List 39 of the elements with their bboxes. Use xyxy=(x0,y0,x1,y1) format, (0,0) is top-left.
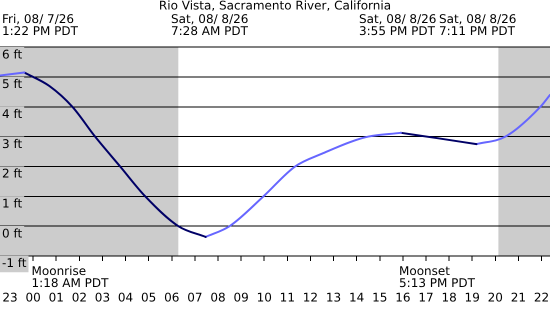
x-tick-label: 17 xyxy=(418,290,434,304)
text: Moonset 5:13 PM PDT xyxy=(399,264,476,290)
x-tick-label: 02 xyxy=(72,290,87,304)
x-tick-label: 18 xyxy=(441,290,457,304)
y-tick-label: 2 ft xyxy=(2,166,22,181)
text: Sat, 08/ 8/26 7:11 PM PDT xyxy=(439,12,516,38)
x-tick-label: 05 xyxy=(141,290,156,304)
x-tick-label: 16 xyxy=(395,290,411,304)
x-tick-label: 11 xyxy=(280,290,295,304)
y-tick-label: 1 ft xyxy=(2,196,22,210)
y-tick-label: -1 ft xyxy=(2,256,27,270)
y-tick-label: 5 ft xyxy=(2,77,22,92)
x-tick-label: 08 xyxy=(210,290,226,304)
x-tick-label: 00 xyxy=(25,290,41,304)
x-tick-label: 14 xyxy=(349,290,364,304)
x-tick-label: 13 xyxy=(326,290,342,304)
x-tick-label: 15 xyxy=(372,290,388,304)
chart-title: Rio Vista, Sacramento River, California xyxy=(158,0,392,13)
x-tick-label: 22 xyxy=(534,290,550,304)
y-tick-label: 6 ft xyxy=(2,47,22,62)
x-tick-label: 04 xyxy=(118,290,134,304)
x-tick-label: 07 xyxy=(187,290,203,304)
x-tick-label: 03 xyxy=(94,290,110,304)
text: Sat, 08/ 8/26 7:28 AM PDT xyxy=(171,12,249,38)
x-tick-label: 19 xyxy=(464,290,480,304)
x-tick-label: 12 xyxy=(302,290,318,304)
x-tick-label: 23 xyxy=(2,290,18,304)
x-tick-label: 20 xyxy=(488,290,503,304)
x-tick-label: 01 xyxy=(48,290,64,304)
text: Sat, 08/ 8/26 3:55 PM PDT xyxy=(359,12,436,38)
y-tick-label: 4 ft xyxy=(2,106,22,121)
x-tick-label: 09 xyxy=(233,290,249,304)
x-tick-label: 10 xyxy=(256,290,272,304)
y-tick-label: 3 ft xyxy=(2,136,22,151)
x-tick-label: 06 xyxy=(164,290,180,304)
text: Fri, 08/ 7/26 1:22 PM PDT xyxy=(2,12,79,38)
text: Moonrise 1:18 AM PDT xyxy=(32,264,110,290)
y-tick-label: 0 ft xyxy=(2,226,22,240)
x-tick-label: 21 xyxy=(510,290,526,304)
